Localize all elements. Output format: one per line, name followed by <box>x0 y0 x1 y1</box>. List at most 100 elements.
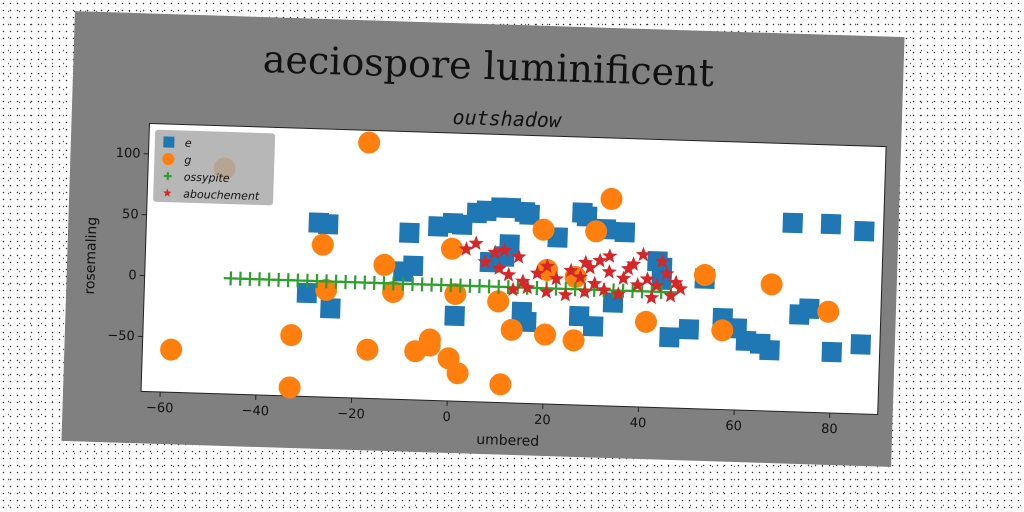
star-marker <box>557 287 574 302</box>
square-marker <box>853 220 875 242</box>
scatter-chart: aeciospore luminificent outshadow −60 −40… <box>82 37 887 450</box>
square-marker <box>444 305 465 327</box>
x-tick-label: −60 <box>146 401 174 417</box>
star-marker <box>491 260 507 276</box>
circle-marker <box>817 300 840 323</box>
series-e <box>296 197 875 363</box>
legend-entry-label: g <box>184 154 191 167</box>
square-marker <box>582 316 604 337</box>
star-marker <box>577 283 593 299</box>
square-marker <box>850 334 872 355</box>
star-marker <box>582 259 598 275</box>
legend-entry-label: ossypite <box>184 171 230 185</box>
square-marker <box>163 136 175 148</box>
square-marker <box>821 341 843 363</box>
square-marker <box>820 213 842 235</box>
square-marker <box>393 261 414 282</box>
star-marker <box>505 281 521 297</box>
star-marker <box>458 241 475 256</box>
star-marker <box>468 235 484 251</box>
circle-marker <box>315 278 338 301</box>
series-abouchement <box>458 235 689 305</box>
star-marker <box>654 253 670 269</box>
star-marker <box>538 283 555 299</box>
square-marker <box>782 212 804 234</box>
plus-marker <box>163 172 172 180</box>
x-tick-label: −20 <box>337 407 365 423</box>
chart-subtitle: outshadow <box>452 105 562 132</box>
legend-entry-label: e <box>185 137 192 150</box>
star-marker <box>659 265 675 281</box>
circle-marker <box>356 338 379 361</box>
star-marker <box>586 275 603 291</box>
square-marker <box>519 204 540 225</box>
x-tick-label: 40 <box>629 416 646 432</box>
circle-marker <box>489 373 512 396</box>
star-marker <box>477 253 493 269</box>
plot-area <box>140 122 887 415</box>
x-tick-label: −40 <box>241 404 269 420</box>
circle-marker <box>487 290 510 313</box>
circle-marker <box>440 237 463 260</box>
star-marker <box>539 258 555 273</box>
square-marker <box>317 213 339 235</box>
star-marker <box>596 282 612 297</box>
x-tick-label: 20 <box>534 413 551 429</box>
y-tick-label: 100 <box>115 146 140 162</box>
star-marker <box>515 273 531 289</box>
circle-marker <box>358 131 381 154</box>
square-marker <box>399 222 420 244</box>
star-marker <box>601 263 617 279</box>
square-marker <box>759 339 780 361</box>
chart-card: aeciospore luminificent outshadow −60 −40… <box>61 11 905 467</box>
star-marker <box>620 260 637 276</box>
star-marker <box>673 280 689 296</box>
x-tick-label: 60 <box>725 419 742 435</box>
star-marker <box>487 244 503 260</box>
circle-marker <box>634 310 657 333</box>
star-marker <box>663 287 679 303</box>
circle-marker <box>760 273 783 296</box>
star-marker <box>592 252 608 268</box>
square-marker <box>659 326 680 348</box>
star-marker <box>649 277 665 293</box>
circle-marker <box>693 263 716 286</box>
star-marker <box>610 286 626 301</box>
circle-marker <box>562 329 585 352</box>
circle-marker <box>373 253 396 276</box>
circle-marker <box>311 233 334 256</box>
x-tick-label: 80 <box>821 422 838 438</box>
star-marker <box>668 274 684 290</box>
star-marker <box>572 269 589 284</box>
square-marker <box>614 221 636 243</box>
square-marker <box>789 304 810 325</box>
star-marker <box>563 262 579 278</box>
circle-marker <box>418 328 441 351</box>
star-marker <box>519 279 536 295</box>
axis-ticks: −60 −40 −20 0 20 40 60 80 −50 0 50 100 <box>107 146 838 438</box>
square-marker <box>320 298 341 319</box>
legend: eg ossypite abouchement <box>153 129 276 206</box>
circle-marker <box>446 362 469 385</box>
series-g <box>160 131 840 399</box>
star-marker <box>163 188 172 197</box>
data-marks <box>160 131 875 399</box>
circle-marker <box>500 318 523 341</box>
legend-box <box>153 129 276 206</box>
star-marker <box>635 246 651 262</box>
chart-title: aeciospore luminificent <box>262 37 714 95</box>
circle-marker <box>534 323 557 346</box>
star-marker <box>501 266 517 282</box>
circle-marker <box>382 281 405 304</box>
star-marker <box>644 289 660 305</box>
star-marker <box>578 254 594 270</box>
circle-marker <box>280 324 303 347</box>
circle-marker <box>600 187 623 210</box>
x-tick-label: 0 <box>442 410 451 425</box>
square-marker <box>296 282 318 304</box>
y-tick-label: −50 <box>107 328 135 344</box>
y-tick-label: 50 <box>122 207 139 223</box>
y-axis-label: rosemaling <box>82 217 100 295</box>
y-tick-label: 0 <box>128 268 137 283</box>
circle-marker <box>711 319 734 342</box>
